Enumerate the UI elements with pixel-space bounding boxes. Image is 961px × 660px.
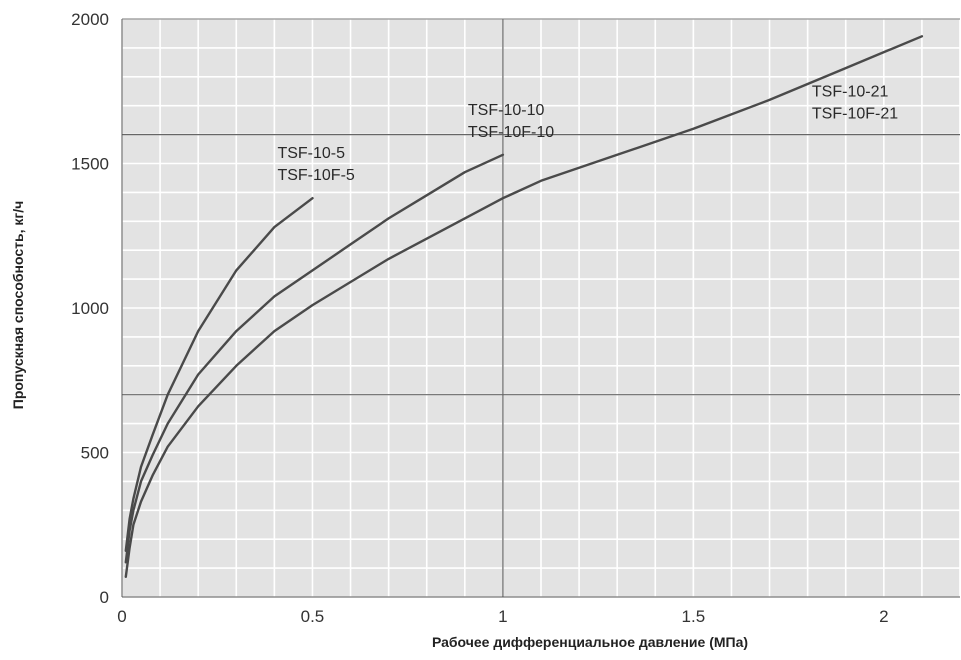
y-tick-label: 1500 — [71, 155, 109, 174]
series-label-3-line-1: TSF-10-21 — [812, 83, 889, 100]
x-tick-label: 1.5 — [682, 607, 706, 626]
series-label-2-line-1: TSF-10-10 — [468, 102, 545, 119]
x-tick-label: 0.5 — [301, 607, 325, 626]
series-line-2 — [124, 153, 505, 564]
y-tick-label: 1000 — [71, 299, 109, 318]
series-label-2-line-2: TSF-10F-10 — [468, 124, 554, 141]
x-tick-label: 1 — [498, 607, 507, 626]
series-label-3-line-2: TSF-10F-21 — [812, 105, 898, 122]
y-tick-label: 0 — [100, 588, 109, 607]
series-line-1 — [124, 197, 314, 552]
y-axis-title: Пропускная способность, кг/ч — [10, 201, 26, 409]
series-label-1-line-2: TSF-10F-5 — [277, 167, 354, 184]
x-tick-label: 0 — [117, 607, 126, 626]
y-tick-label: 500 — [81, 444, 109, 463]
x-axis-title: Рабочее дифференциальное давление (МПа) — [432, 634, 748, 650]
series-line-3 — [124, 35, 924, 578]
series-label-1-line-1: TSF-10-5 — [277, 145, 345, 162]
y-tick-label: 2000 — [71, 10, 109, 29]
x-tick-label: 2 — [879, 607, 888, 626]
